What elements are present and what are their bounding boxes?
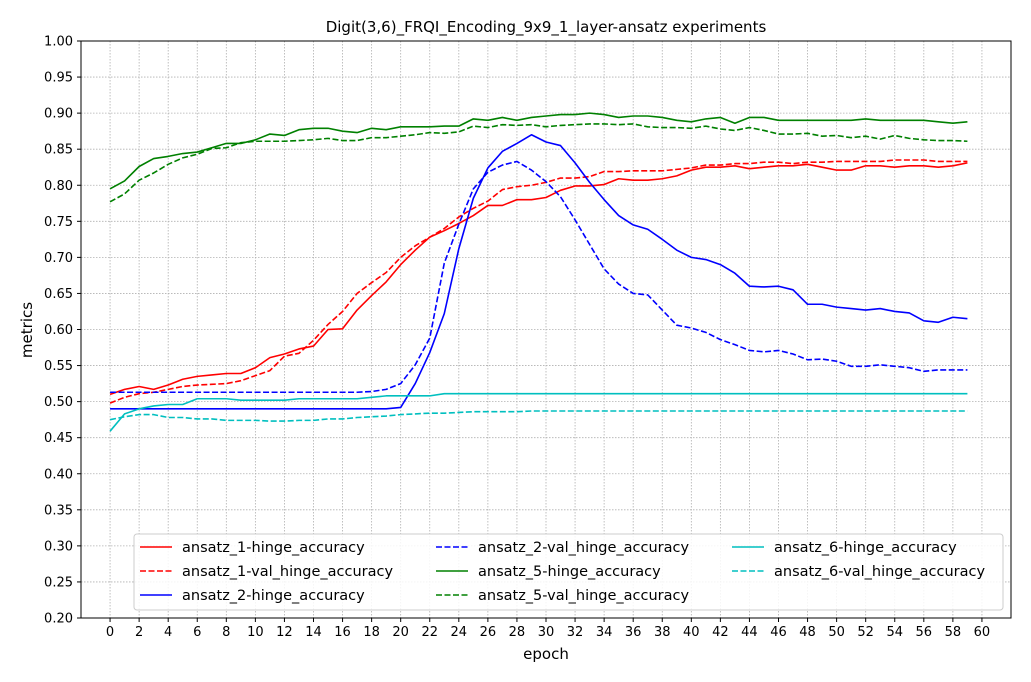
- y-axis-label: metrics: [18, 302, 36, 358]
- x-tick-label: 58: [945, 625, 962, 640]
- y-tick-label: 0.25: [44, 575, 73, 590]
- x-tick-label: 44: [741, 625, 758, 640]
- x-tick-label: 60: [974, 625, 991, 640]
- legend-label: ansatz_6-hinge_accuracy: [774, 540, 957, 556]
- legend-frame: [133, 533, 1004, 611]
- x-tick-label: 14: [305, 625, 322, 640]
- series-lines: [109, 112, 968, 432]
- y-tick-label: 0.45: [44, 431, 73, 446]
- legend-label: ansatz_2-val_hinge_accuracy: [478, 540, 689, 556]
- x-tick-label: 2: [135, 625, 143, 640]
- legend-label: ansatz_5-hinge_accuracy: [478, 564, 661, 580]
- x-tick-label: 34: [596, 625, 613, 640]
- y-tick-label: 0.40: [44, 467, 73, 482]
- x-tick-label: 10: [247, 625, 264, 640]
- x-tick-label: 50: [828, 625, 845, 640]
- chart-title: Digit(3,6)_FRQI_Encoding_9x9_1_layer-ans…: [326, 18, 767, 37]
- x-tick-label: 56: [916, 625, 933, 640]
- x-tick-label: 30: [538, 625, 555, 640]
- legend-label: ansatz_6-val_hinge_accuracy: [774, 564, 985, 580]
- x-tick-label: 36: [625, 625, 642, 640]
- x-tick-label: 18: [363, 625, 380, 640]
- legend-label: ansatz_5-val_hinge_accuracy: [478, 588, 689, 604]
- x-tick-label: 26: [480, 625, 497, 640]
- y-tick-label: 0.55: [44, 359, 73, 374]
- y-tick-label: 0.85: [44, 143, 73, 158]
- x-tick-label: 28: [509, 625, 526, 640]
- y-tick-label: 0.95: [44, 71, 73, 86]
- y-tick-label: 0.70: [44, 251, 73, 266]
- x-tick-label: 22: [421, 625, 438, 640]
- x-tick-label: 32: [567, 625, 584, 640]
- y-tick-label: 0.50: [44, 395, 73, 410]
- legend-label: ansatz_1-val_hinge_accuracy: [182, 564, 393, 580]
- x-tick-label: 6: [193, 625, 201, 640]
- x-tick-label: 38: [654, 625, 671, 640]
- y-tick-label: 0.30: [44, 539, 73, 554]
- x-tick-label: 42: [712, 625, 729, 640]
- y-tick-label: 0.80: [44, 179, 73, 194]
- legend: ansatz_1-hinge_accuracy ansatz_1-val_hing…: [133, 533, 1004, 611]
- y-tick-label: 0.75: [44, 215, 73, 230]
- series-line-ansatz_2-val_hinge_accuracy: [110, 160, 968, 394]
- x-tick-label: 48: [799, 625, 816, 640]
- legend-label: ansatz_1-hinge_accuracy: [182, 540, 365, 556]
- series-line-ansatz_1-hinge_accuracy: [109, 162, 968, 396]
- y-tick-label: 0.65: [44, 287, 73, 302]
- x-tick-label: 16: [334, 625, 351, 640]
- y-tick-label: 1.00: [44, 35, 73, 50]
- y-tick-label: 0.90: [44, 107, 73, 122]
- legend-label: ansatz_2-hinge_accuracy: [182, 588, 365, 604]
- series-line-ansatz_1-val_hinge_accuracy: [109, 159, 968, 404]
- x-tick-label: 8: [222, 625, 230, 640]
- y-tick-label: 0.60: [44, 323, 73, 338]
- series-line-ansatz_5-val_hinge_accuracy: [109, 123, 968, 203]
- x-tick-label: 46: [770, 625, 787, 640]
- y-tick-label: 0.35: [44, 503, 73, 518]
- series-line-ansatz_6-val_hinge_accuracy: [109, 410, 968, 422]
- y-tick-label: 0.20: [44, 612, 73, 627]
- x-tick-label: 40: [683, 625, 700, 640]
- x-tick-label: 4: [164, 625, 172, 640]
- x-tick-label: 52: [857, 625, 874, 640]
- y-axis-ticks: 0.20 0.25 0.30 0.35 0.40 0.45 0.50 0.55 0.60 0.65…: [44, 35, 81, 627]
- series-line-ansatz_2-hinge_accuracy: [110, 133, 968, 410]
- series-line-ansatz_6-hinge_accuracy: [109, 392, 968, 432]
- x-tick-label: 54: [886, 625, 903, 640]
- x-axis-label: epoch: [523, 645, 569, 663]
- series-line-ansatz_5-hinge_accuracy: [109, 112, 968, 190]
- x-tick-label: 24: [451, 625, 468, 640]
- x-tick-label: 0: [106, 625, 114, 640]
- x-tick-label: 20: [392, 625, 409, 640]
- x-tick-label: 12: [276, 625, 293, 640]
- x-axis-ticks: 0 2 4 6 8 10 12 14 16 18 20 22 24 26 28 30 32 34 36 38 40 42 4…: [106, 618, 990, 640]
